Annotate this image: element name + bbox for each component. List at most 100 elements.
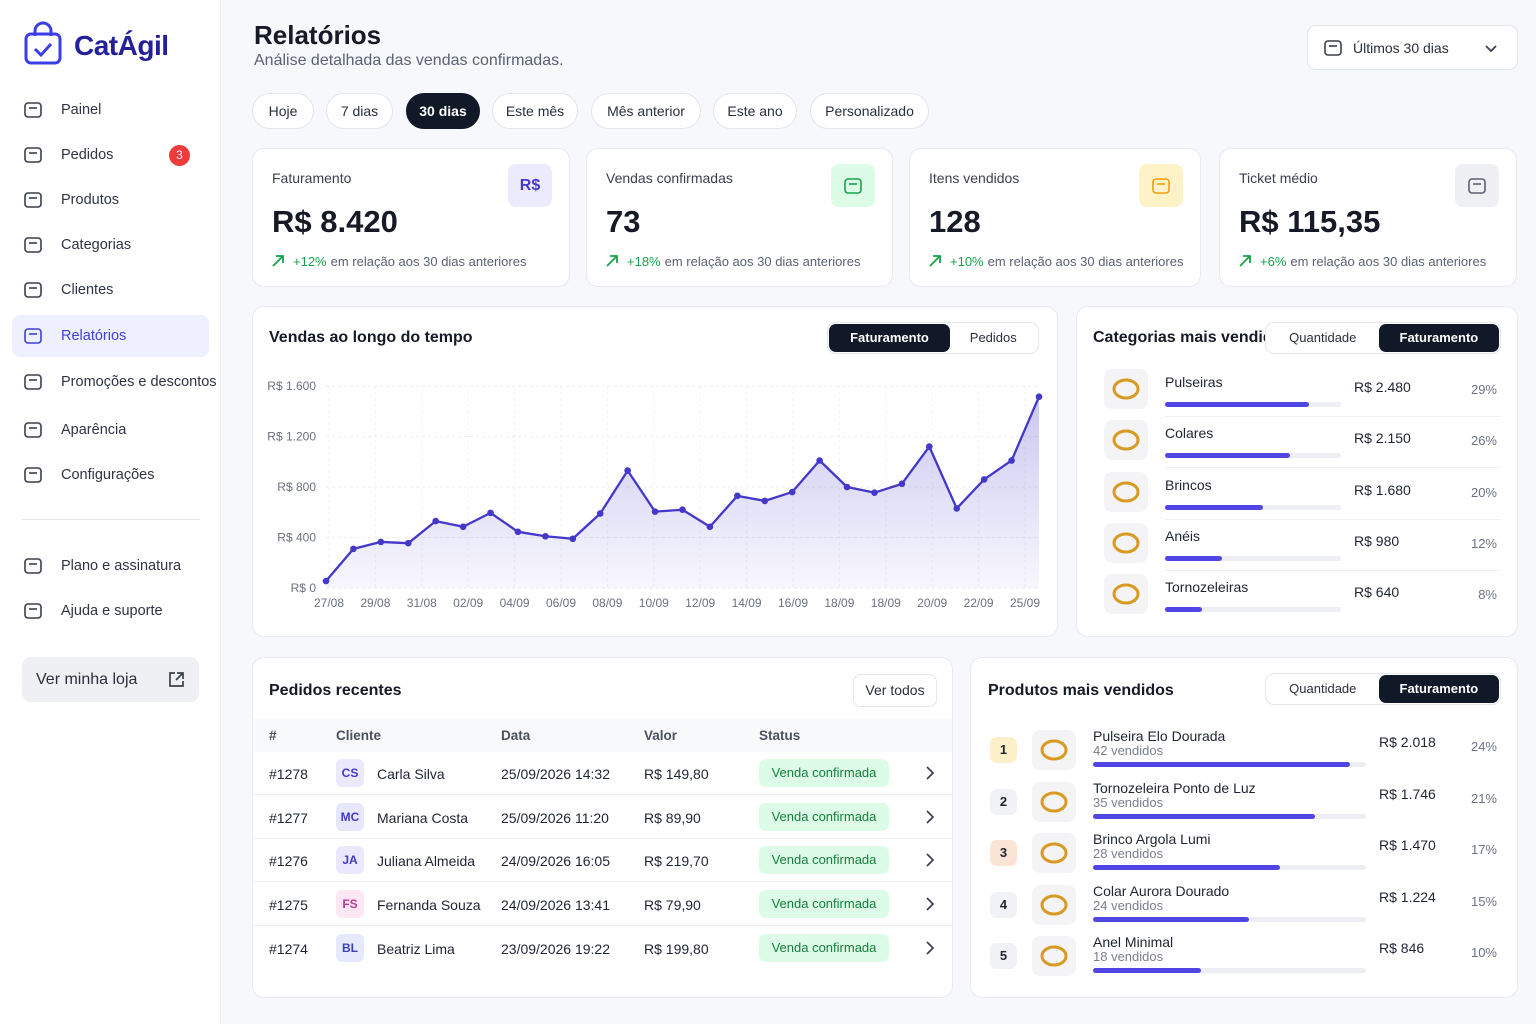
nav-item[interactable]: Painel (12, 89, 209, 131)
date-select-label: Últimos 30 dias (1353, 40, 1449, 56)
nav-item[interactable]: Produtos (12, 179, 209, 221)
category-value: R$ 980 (1354, 532, 1400, 549)
filter-pill[interactable]: Este ano (713, 93, 797, 129)
point (843, 483, 851, 491)
page-title: Relatórios (254, 20, 382, 50)
chevron-icon (926, 897, 935, 911)
filter-pill[interactable]: 7 dias (326, 93, 393, 129)
nav-item[interactable]: Ajuda e suporte (12, 590, 209, 632)
nav-item[interactable]: Aparência (12, 409, 209, 451)
nav-label: Promoções e descontos (61, 374, 217, 390)
icon (1324, 40, 1342, 56)
nav-item[interactable]: Configurações (12, 454, 209, 496)
category-share: 8% (1478, 587, 1497, 603)
filter-pill[interactable]: Personalizado (810, 93, 929, 129)
nav-label: Configurações (61, 467, 155, 483)
filter-pill[interactable]: Hoje (252, 93, 314, 129)
jewel-shape (1040, 842, 1068, 864)
rank-badge: 5 (990, 943, 1017, 969)
table-row[interactable]: #1274 BL Beatriz Lima 23/09/2026 19:22 R$ 19… (253, 927, 952, 970)
icon-shape (24, 192, 42, 208)
date-select[interactable]: Últimos 30 dias (1307, 25, 1518, 70)
products-title: Produtos mais vendidos (988, 682, 1174, 699)
column-header: Status (759, 728, 801, 743)
nav-label: Clientes (61, 282, 114, 298)
filter-pill[interactable]: Este mês (492, 93, 578, 129)
toggle-option[interactable]: Pedidos (950, 324, 1037, 352)
kpi-card: Ticket médio R$ 115,35 +6% em relação aos 3… (1219, 148, 1517, 287)
toggle-option[interactable]: Faturamento (1378, 675, 1499, 703)
client-name: Juliana Almeida (377, 853, 476, 870)
row-divider (1165, 467, 1501, 469)
kpi-note: em relação aos 30 dias anteriores (330, 254, 527, 269)
filter-label: 7 dias (340, 103, 379, 119)
avatar: BL (336, 933, 364, 962)
kpi-change: +18% (627, 254, 661, 269)
icon (24, 422, 42, 438)
kpi-change-row: +6% em relação aos 30 dias anteriores (1260, 254, 1486, 269)
category-bar (1165, 555, 1223, 561)
toggle: Faturamento Pedidos (827, 322, 1039, 354)
table-row[interactable]: #1275 FS Fernanda Souza 24/09/2026 13:41 R$ … (253, 883, 952, 927)
point (1008, 457, 1015, 464)
column-header: Cliente (336, 728, 382, 743)
category-share: 12% (1470, 535, 1497, 551)
filter-pill[interactable]: Mês anterior (591, 93, 701, 129)
table-row[interactable]: #1276 JA Juliana Almeida 24/09/2026 16:05 R$… (253, 839, 952, 883)
row-divider (1165, 518, 1501, 520)
category-bar (1165, 402, 1310, 407)
toggle-option[interactable]: Faturamento (829, 324, 950, 352)
table-row[interactable]: #1278 CS Carla Silva 25/09/2026 14:32 R$ 149… (253, 752, 952, 795)
product-name: Tornozeleira Ponto de Luz (1093, 779, 1256, 796)
icon-shape (1468, 178, 1486, 194)
product-thumbnail (1104, 369, 1148, 409)
toggle-label: Faturamento (850, 330, 929, 345)
icon-shape (24, 328, 42, 344)
icon (24, 282, 42, 298)
toggle-option[interactable]: Faturamento (1378, 324, 1499, 352)
point (459, 523, 467, 531)
nav-item[interactable]: Relatórios (12, 315, 209, 357)
nav-item[interactable]: Plano e assinatura (12, 545, 209, 587)
icon (24, 147, 42, 163)
trend-arrow (272, 255, 284, 267)
icon-shape (24, 237, 42, 253)
nav-label: Aparência (61, 422, 127, 438)
jewel-icon (1112, 378, 1140, 400)
kpi-note: em relação aos 30 dias anteriores (664, 254, 861, 269)
product-sold: 42 vendidos (1093, 743, 1164, 758)
view-all-button[interactable]: Ver todos (853, 674, 937, 707)
y-tick-label: R$ 1.200 (267, 430, 316, 444)
toggle-option[interactable]: Quantidade (1267, 675, 1379, 703)
status-pill: Venda confirmada (759, 933, 889, 962)
nav-item[interactable]: Promoções e descontos (12, 361, 217, 403)
jewel-icon (1112, 429, 1140, 451)
order-id: #1275 (269, 897, 308, 914)
category-name: Anéis (1165, 527, 1201, 544)
table-row[interactable]: #1277 MC Mariana Costa 25/09/2026 11:20 R$ 8… (253, 796, 952, 839)
point (569, 535, 577, 543)
product-share: 15% (1470, 893, 1497, 909)
bar-track (1165, 555, 1341, 561)
kpi-change-row: +18% em relação aos 30 dias anteriores (627, 254, 860, 269)
y-tick-label: R$ 800 (277, 480, 316, 494)
product-name: Anel Minimal (1093, 934, 1174, 950)
store-button[interactable]: Ver minha loja (22, 657, 199, 702)
point (980, 476, 988, 483)
filter-label: Hoje (268, 103, 298, 119)
nav-item[interactable]: Pedidos 3 (12, 134, 209, 176)
row-divider (1165, 416, 1501, 417)
rank-badge: 1 (990, 737, 1017, 763)
nav-badge: 3 (169, 145, 190, 166)
client-name: Carla Silva (377, 766, 445, 782)
nav-item[interactable]: Clientes (12, 269, 209, 311)
x-tick-label: 20/09 (917, 596, 947, 610)
x-tick-label: 18/09 (824, 596, 854, 610)
nav-item[interactable]: Categorias (12, 224, 209, 266)
toggle-option[interactable]: Quantidade (1267, 324, 1379, 352)
client-name: Mariana Costa (377, 809, 469, 826)
icon (24, 328, 42, 344)
kpi-change: +10% (950, 254, 984, 269)
filter-pill[interactable]: 30 dias (406, 93, 480, 129)
jewel-shape (1040, 739, 1068, 761)
